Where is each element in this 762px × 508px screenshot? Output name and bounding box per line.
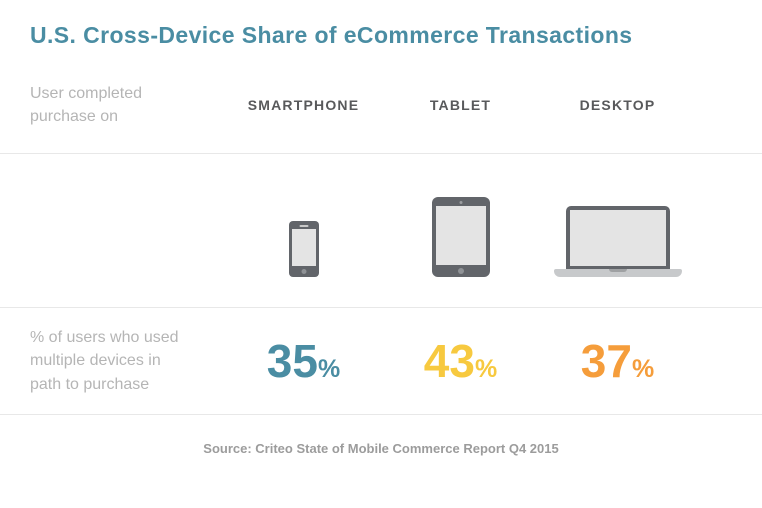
- column-header-desktop: DESKTOP: [579, 97, 656, 113]
- laptop-base: [553, 269, 682, 277]
- row-label-multi-device: % of users who used multiple devices in …: [30, 329, 179, 393]
- smartphone-icon: [288, 221, 319, 277]
- divider: [0, 414, 762, 415]
- tablet-cell: [382, 197, 539, 277]
- laptop-icon: [553, 206, 682, 277]
- smartphone-percent-number: 35: [266, 335, 318, 387]
- desktop-cell: [539, 206, 696, 277]
- laptop-screen: [569, 210, 666, 266]
- phone-speaker: [299, 225, 308, 227]
- tablet-percent-sign: %: [474, 355, 498, 383]
- column-header-tablet: TABLET: [429, 97, 492, 113]
- icons-row: [0, 154, 762, 307]
- desktop-percent-sign: %: [631, 355, 655, 383]
- laptop-notch: [608, 269, 627, 272]
- tablet-percent-number: 43: [423, 335, 475, 387]
- smartphone-percent-sign: %: [317, 355, 341, 383]
- desktop-percent-number: 37: [580, 335, 632, 387]
- smartphone-value: 35%: [225, 334, 382, 388]
- tablet-value: 43%: [382, 334, 539, 388]
- tablet-camera: [459, 201, 462, 204]
- page-title: U.S. Cross-Device Share of eCommerce Tra…: [30, 22, 633, 48]
- tablet-icon: [431, 197, 490, 277]
- desktop-value: 37%: [539, 334, 696, 388]
- values-row: % of users who used multiple devices in …: [0, 308, 762, 414]
- phone-screen: [291, 229, 316, 266]
- phone-home-button: [301, 269, 306, 274]
- header-row: User completed purchase on SMARTPHONE TA…: [0, 57, 762, 153]
- divider: [0, 307, 762, 308]
- smartphone-cell: [225, 221, 382, 277]
- tablet-screen: [435, 206, 486, 265]
- row-label-purchase-on: User completed purchase on: [30, 84, 143, 125]
- source-attribution: Source: Criteo State of Mobile Commerce …: [203, 441, 559, 456]
- laptop-lid: [565, 206, 670, 269]
- divider: [0, 153, 762, 154]
- column-header-smartphone: SMARTPHONE: [247, 97, 360, 113]
- tablet-home-button: [457, 268, 464, 274]
